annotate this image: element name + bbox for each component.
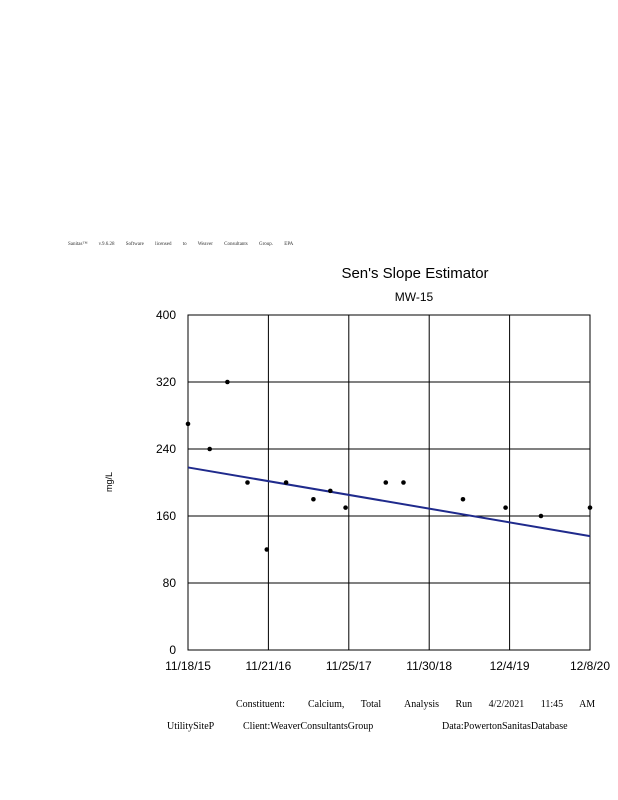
- data-point: [283, 480, 289, 485]
- y-axis-label: mg/L: [104, 472, 114, 492]
- footer-client: Client:WeaverConsultantsGroup: [243, 721, 374, 732]
- data-point: [460, 496, 466, 502]
- x-tick-label: 11/25/17: [326, 659, 372, 673]
- footer-site: UtilitySiteP: [167, 721, 215, 732]
- license-banner: Sanitas™ v.9.6.28 Software licensed to W…: [68, 242, 294, 247]
- data-points: [185, 379, 593, 552]
- y-tick-label: 240: [156, 442, 176, 456]
- y-tick-labels: 0 80 160 240 320 400: [156, 308, 176, 657]
- footer-analysis-run: Analysis Run 4/2/2021 11:45 AM: [404, 699, 596, 710]
- x-tick-label: 12/4/19: [490, 659, 530, 673]
- data-point: [383, 480, 389, 485]
- data-point: [264, 547, 270, 552]
- data-point: [225, 379, 230, 385]
- chart-subtitle: MW-15: [395, 290, 434, 304]
- data-point: [401, 480, 406, 485]
- footer-constituent-label: Constituent:: [236, 699, 285, 710]
- data-point: [503, 505, 508, 510]
- trend-line: [187, 466, 591, 538]
- chart-title: Sen's Slope Estimator: [341, 265, 488, 282]
- data-point: [328, 488, 333, 494]
- y-tick-label: 320: [156, 375, 176, 389]
- x-tick-labels: 11/18/15 11/21/16 11/25/17 11/30/18 12/4/19 1…: [165, 659, 610, 673]
- data-point: [311, 496, 316, 502]
- data-point: [245, 480, 250, 485]
- y-tick-label: 0: [169, 643, 176, 657]
- plot-frame: [187, 314, 591, 651]
- data-point: [538, 513, 544, 519]
- data-point: [185, 421, 191, 427]
- x-tick-label: 11/21/16: [245, 659, 291, 673]
- x-tick-label: 11/30/18: [406, 659, 452, 673]
- data-point: [343, 505, 348, 510]
- x-tick-label: 12/8/20: [570, 659, 610, 673]
- footer-data: Data:PowertonSanitasDatabase: [442, 721, 568, 732]
- y-tick-label: 400: [156, 308, 176, 322]
- data-point: [587, 505, 593, 510]
- y-tick-label: 160: [156, 509, 176, 523]
- x-tick-label: 11/18/15: [165, 659, 211, 673]
- y-tick-label: 80: [163, 576, 177, 590]
- data-point: [207, 446, 213, 452]
- grid-lines: [188, 315, 590, 650]
- footer-constituent-value: Calcium, Total: [308, 699, 382, 710]
